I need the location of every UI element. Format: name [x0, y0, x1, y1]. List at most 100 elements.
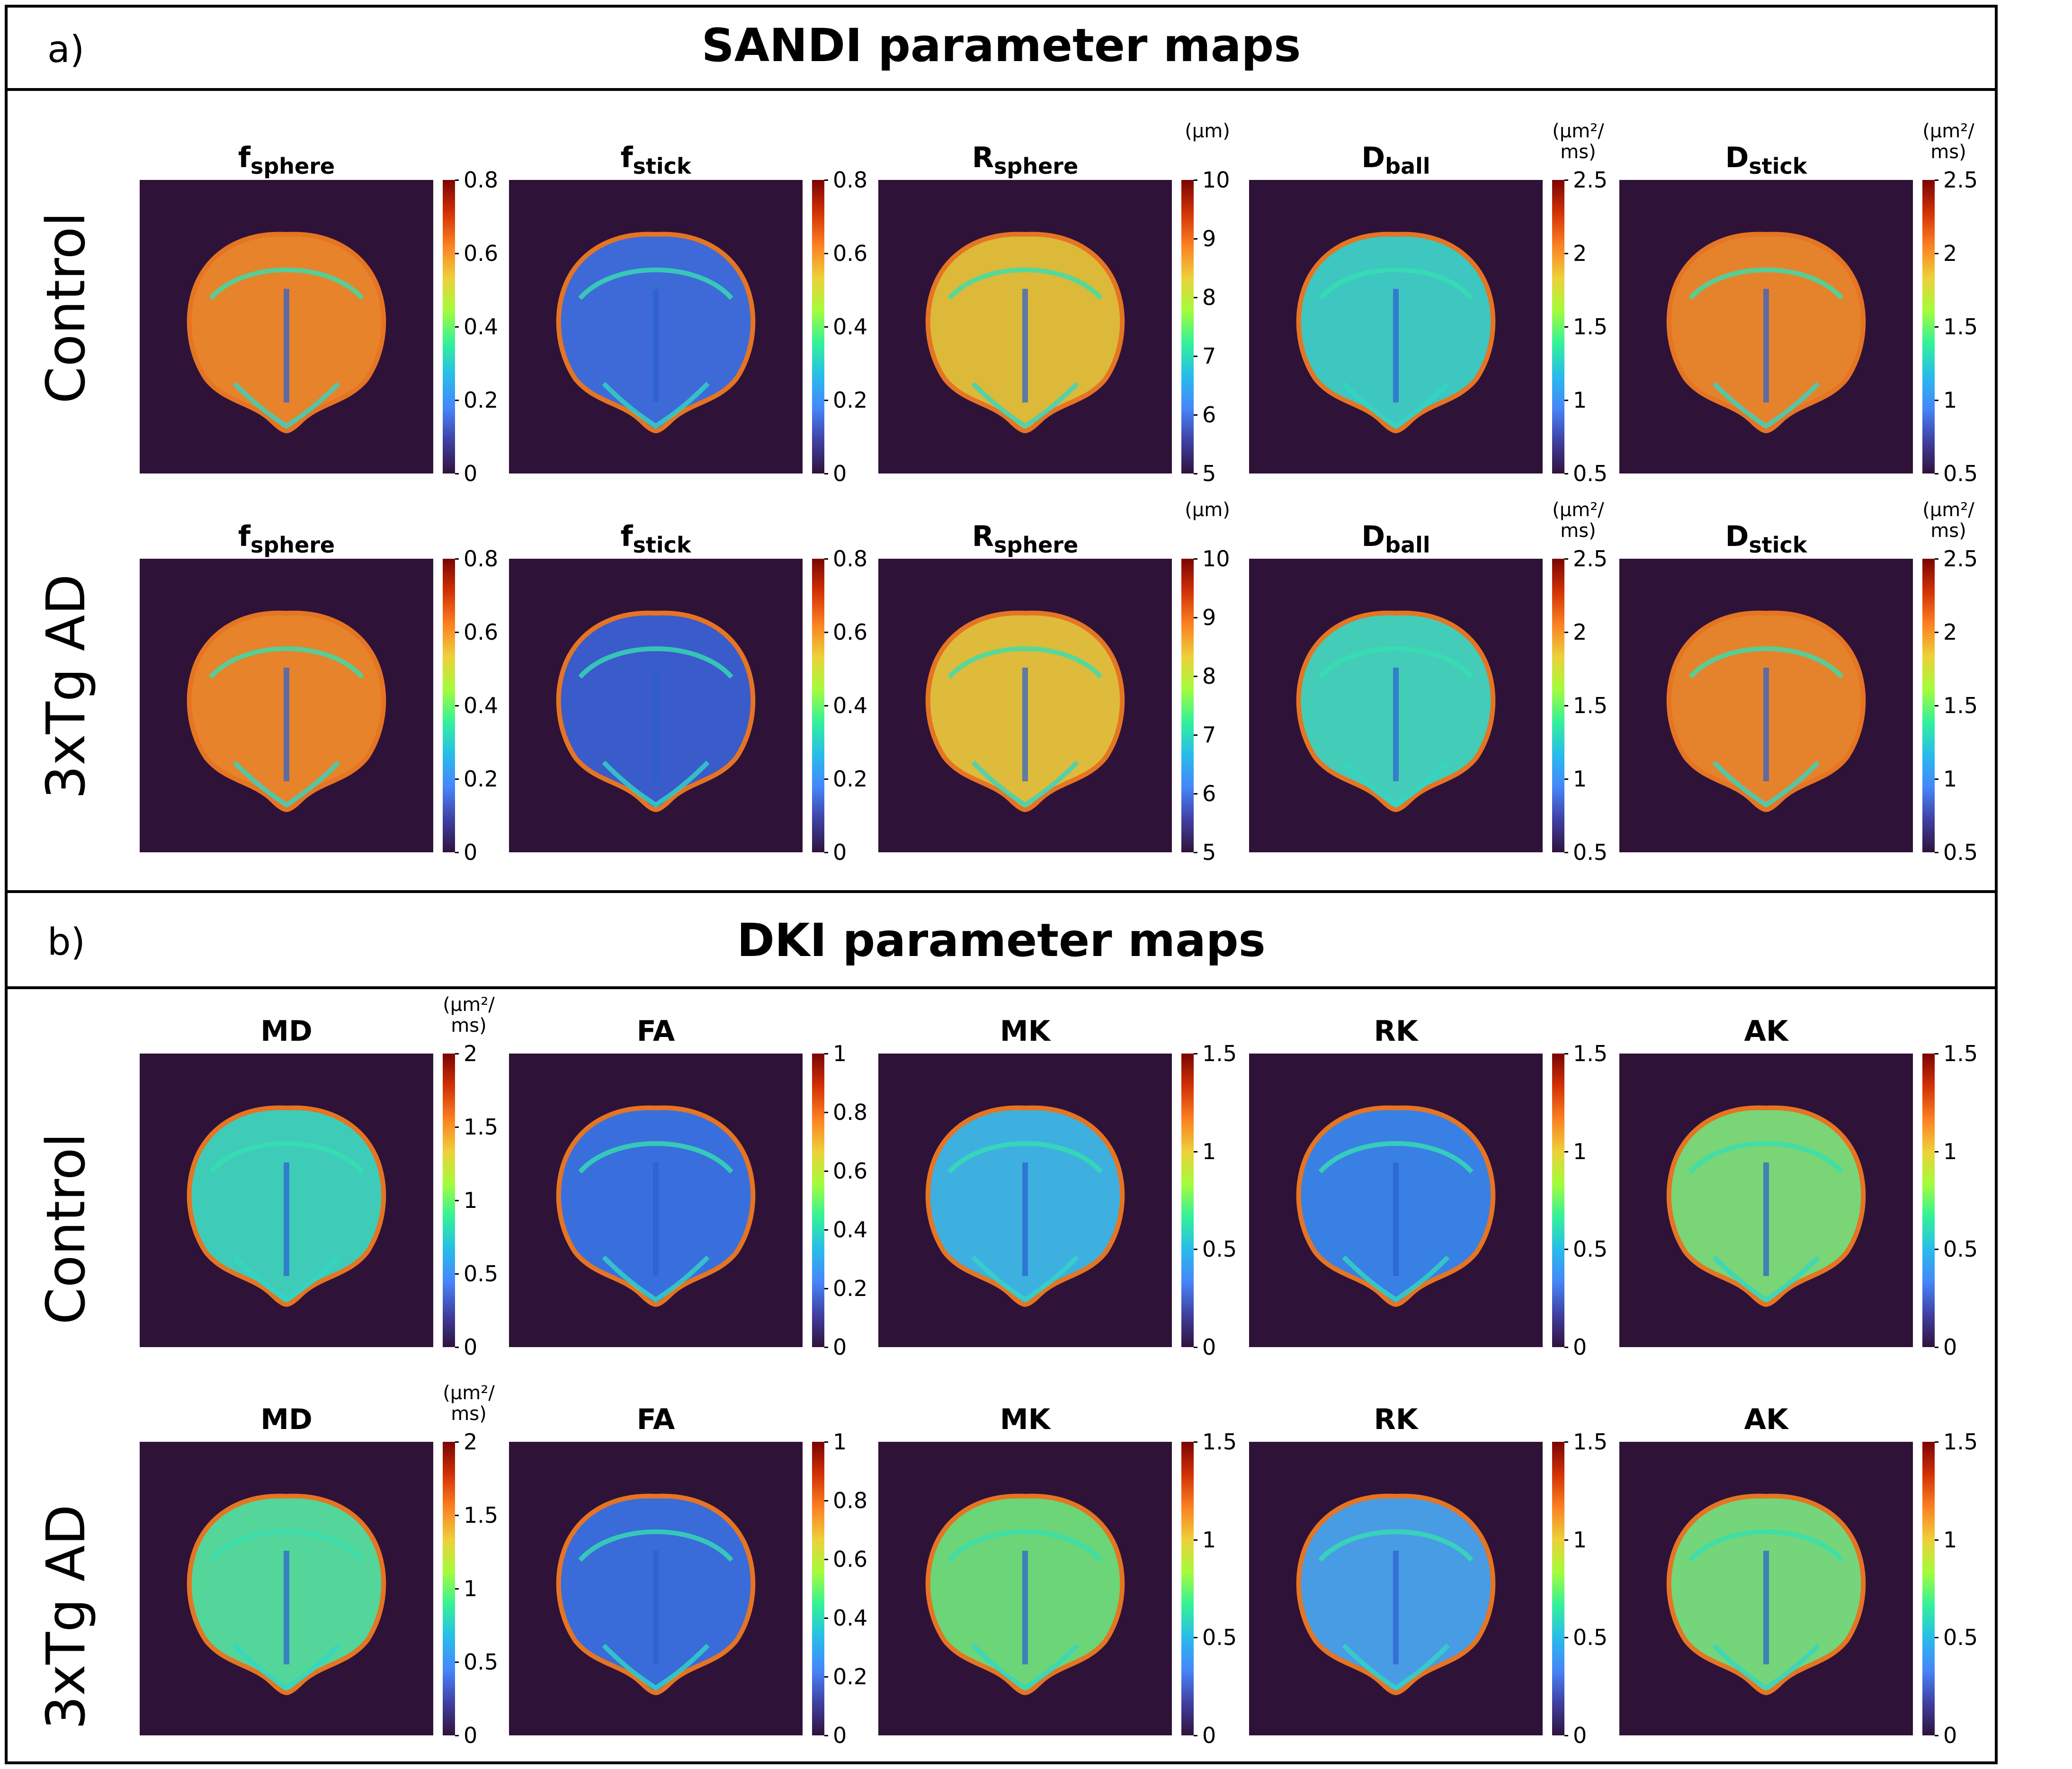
colorbar-tick-label: 10: [1202, 167, 1230, 193]
colorbar-tick-label: 0.2: [833, 1276, 868, 1301]
colorbar-tick-mark: [455, 1662, 459, 1663]
divider-header-a: [5, 88, 1998, 91]
colorbar-tick-label: 1.5: [1573, 1429, 1608, 1455]
panel-title-mk: MK: [878, 1015, 1172, 1048]
panel-title-subscript: sphere: [994, 532, 1079, 558]
colorbar-tick-mark: [824, 778, 828, 780]
panel-title-mk: MK: [878, 1403, 1172, 1436]
colorbar-tick-label: 0.6: [464, 619, 499, 645]
panel-title-d-ball: Dball: [1249, 141, 1543, 179]
colorbar-tick-label: 10: [1202, 546, 1230, 572]
brain-map-mk: [878, 1442, 1172, 1735]
colorbar-tick-label: 8: [1202, 285, 1216, 310]
colorbar-tick-mark: [1194, 734, 1197, 736]
brain-map-md: [140, 1442, 433, 1735]
colorbar-tick-label: 1: [1573, 1138, 1587, 1164]
colorbar-tick-label: 1.5: [1943, 1041, 1978, 1066]
colorbar-tick-label: 1: [464, 1576, 478, 1601]
colorbar-tick-mark: [824, 1053, 828, 1054]
colorbar-tick-label: 0.2: [833, 387, 868, 413]
colorbar-tick-label: 2.5: [1943, 546, 1978, 572]
colorbar-tick-label: 2.5: [1573, 546, 1608, 572]
colorbar-tick-mark: [1935, 1053, 1938, 1054]
colorbar-tick-label: 0.5: [1573, 840, 1608, 865]
colorbar-tick-mark: [455, 852, 459, 853]
colorbar-tick-label: 1.5: [1573, 314, 1608, 340]
colorbar-tick-label: 0: [464, 461, 478, 486]
colorbar-tick-label: 0.6: [833, 619, 868, 645]
colorbar-tick-mark: [824, 1617, 828, 1619]
colorbar-tick-mark: [824, 400, 828, 401]
colorbar-tick-label: 0.4: [833, 693, 868, 718]
colorbar-tick-label: 5: [1202, 840, 1216, 865]
colorbar-tick-label: 2: [1943, 241, 1957, 266]
colorbar-tick-mark: [824, 558, 828, 560]
colorbar-tick-mark: [455, 1347, 459, 1348]
colorbar-tick-mark: [1935, 1249, 1938, 1251]
colorbar-tick-label: 0: [1202, 1334, 1216, 1360]
colorbar-tick-mark: [824, 1347, 828, 1348]
colorbar-tick-mark: [1935, 179, 1938, 181]
brain-map-rk: [1249, 1442, 1543, 1735]
panel-title-base: D: [1725, 141, 1749, 174]
colorbar-tick-label: 2: [464, 1041, 478, 1066]
colorbar-tick-mark: [1564, 778, 1568, 780]
panel-title-base: R: [972, 141, 994, 174]
colorbar-tick-mark: [824, 1441, 828, 1443]
colorbar-tick-mark: [1564, 179, 1568, 181]
colorbar-tick-mark: [455, 1515, 459, 1516]
colorbar-tick-label: 0.8: [833, 1488, 868, 1513]
colorbar-tick-mark: [824, 1288, 828, 1289]
panel-title-rk: RK: [1249, 1403, 1543, 1436]
colorbar-tick-label: 1: [1943, 1527, 1957, 1553]
colorbar-tick-label: 0.6: [464, 241, 499, 266]
colorbar-tick-label: 6: [1202, 781, 1216, 806]
colorbar-tick-label: 2: [464, 1429, 478, 1455]
colorbar-tick-mark: [824, 326, 828, 328]
colorbar-tick-mark: [1935, 1347, 1938, 1348]
colorbar-tick-label: 2.5: [1573, 167, 1608, 193]
colorbar-tick-label: 0: [1943, 1334, 1957, 1360]
colorbar-unit-label: (μm²/ ms): [1552, 499, 1604, 542]
brain-map-d-ball: [1249, 180, 1543, 474]
colorbar-tick-label: 0: [1573, 1723, 1587, 1748]
colorbar-tick-mark: [1194, 1249, 1197, 1251]
panel-title-base: f: [238, 520, 250, 553]
panel-title-base: MD: [260, 1015, 313, 1048]
panel-title-fa: FA: [509, 1403, 803, 1436]
panel-title-base: R: [972, 520, 994, 553]
colorbar-tick-mark: [1564, 473, 1568, 474]
panel-title-base: MD: [260, 1403, 313, 1436]
panel-title-base: FA: [636, 1403, 675, 1436]
colorbar-tick-label: 0.2: [464, 766, 499, 792]
colorbar-tick-mark: [1935, 632, 1938, 633]
colorbar-tick-mark: [1194, 1539, 1197, 1541]
colorbar-rk: [1552, 1442, 1564, 1735]
colorbar-r-sphere: [1181, 180, 1194, 474]
colorbar-tick-label: 9: [1202, 226, 1216, 251]
colorbar-tick-label: 1.5: [1943, 693, 1978, 718]
colorbar-tick-label: 0.4: [833, 314, 868, 340]
colorbar-f-stick: [812, 180, 824, 474]
colorbar-tick-mark: [455, 705, 459, 706]
colorbar-tick-mark: [1935, 705, 1938, 706]
colorbar-tick-label: 1: [1573, 1527, 1587, 1553]
panel-title-f-sphere: fsphere: [140, 520, 433, 558]
colorbar-tick-label: 0.5: [464, 1649, 499, 1675]
colorbar-md: [443, 1054, 455, 1347]
colorbar-tick-label: 0.8: [464, 546, 499, 572]
panel-title-md: MD: [140, 1403, 433, 1436]
colorbar-tick-label: 6: [1202, 402, 1216, 428]
colorbar-tick-label: 0.5: [1202, 1236, 1237, 1262]
section-a-title: SANDI parameter maps: [701, 19, 1301, 72]
colorbar-tick-label: 1.5: [1573, 1041, 1608, 1066]
row-label-3xtg-ad-s1: 3xTg AD: [36, 1504, 97, 1730]
brain-map-f-stick: [509, 180, 803, 474]
colorbar-tick-mark: [1194, 1053, 1197, 1054]
colorbar-tick-label: 7: [1202, 722, 1216, 748]
colorbar-d-stick: [1922, 559, 1935, 852]
colorbar-tick-mark: [455, 1273, 459, 1275]
colorbar-tick-label: 1: [464, 1188, 478, 1213]
colorbar-tick-mark: [455, 558, 459, 560]
colorbar-d-ball: [1552, 180, 1564, 474]
